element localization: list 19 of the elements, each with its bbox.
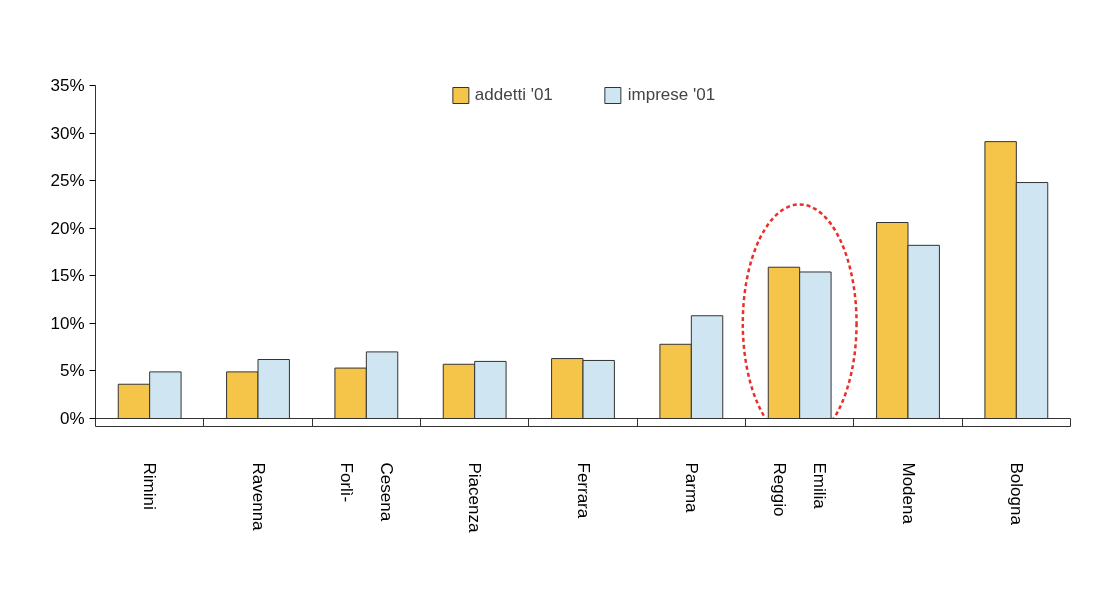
- x-tick-label: Bologna: [1006, 462, 1026, 526]
- x-tick-label: Parma: [681, 462, 701, 514]
- y-tick-label: 15%: [50, 266, 85, 286]
- x-tick-label: Ravenna: [248, 462, 268, 532]
- x-tick-label: Ferrara: [573, 462, 593, 519]
- legend-label: imprese '01: [627, 85, 716, 105]
- y-tick-label: 0%: [59, 409, 85, 428]
- y-tick-label: 35%: [50, 76, 85, 95]
- legend-label: addetti '01: [474, 85, 553, 105]
- x-tick-label: Rimini: [140, 462, 160, 510]
- x-tick-label: Modena: [898, 462, 918, 525]
- y-tick-label: 20%: [50, 218, 85, 238]
- category-label: Forlì- Cesena: [336, 462, 397, 522]
- y-tick-label: 25%: [50, 171, 85, 191]
- y-tick-label: 30%: [50, 123, 85, 143]
- y-tick-label: 5%: [59, 361, 85, 381]
- y-tick-label: 10%: [50, 313, 85, 333]
- x-tick-label: Piacenza: [465, 462, 485, 533]
- category-label: Reggio Emilia: [769, 462, 830, 517]
